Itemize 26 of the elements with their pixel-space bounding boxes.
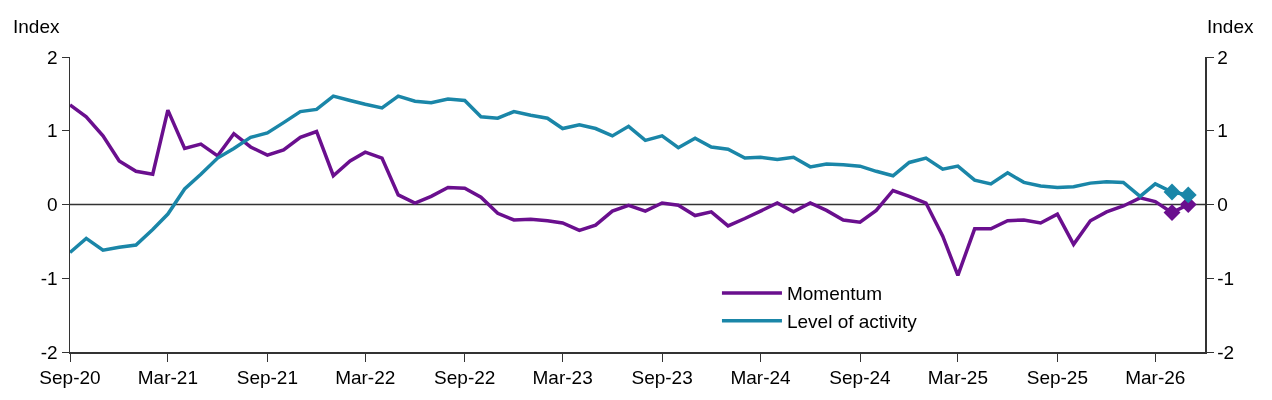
y2-tick-label: -2 [1217, 341, 1235, 363]
x-tick-label: Mar-26 [1125, 367, 1186, 389]
x-tick-label: Mar-25 [927, 367, 988, 389]
y2-tick-label: -1 [1217, 267, 1235, 289]
x-tick-label: Mar-24 [730, 367, 792, 389]
x-tick-label: Sep-21 [236, 367, 299, 389]
x-tick-label: Sep-23 [631, 367, 693, 389]
y-tick-label: 0 [47, 194, 58, 216]
x-tick-label: Sep-24 [829, 367, 892, 389]
y2-tick-label: 2 [1217, 46, 1228, 68]
y2-axis-title: Index [1207, 16, 1254, 37]
y-tick-label: -1 [40, 267, 58, 289]
x-tick-label: Mar-23 [532, 367, 593, 389]
x-tick-label: Sep-22 [434, 367, 496, 389]
x-tick-label: Mar-21 [137, 367, 198, 389]
x-tick-label: Mar-22 [335, 367, 396, 389]
x-tick-label: Sep-25 [1026, 367, 1089, 389]
x-tick-label: Sep-20 [39, 367, 101, 389]
y-tick-label: -2 [40, 341, 58, 363]
y-tick-label: 2 [47, 46, 58, 68]
y-tick-label: 1 [47, 120, 58, 142]
y2-tick-label: 0 [1217, 194, 1228, 216]
y-axis-title: Index [13, 16, 60, 37]
legend-label: Momentum [786, 283, 882, 305]
y2-tick-label: 1 [1217, 120, 1228, 142]
legend-label: Level of activity [786, 311, 918, 333]
